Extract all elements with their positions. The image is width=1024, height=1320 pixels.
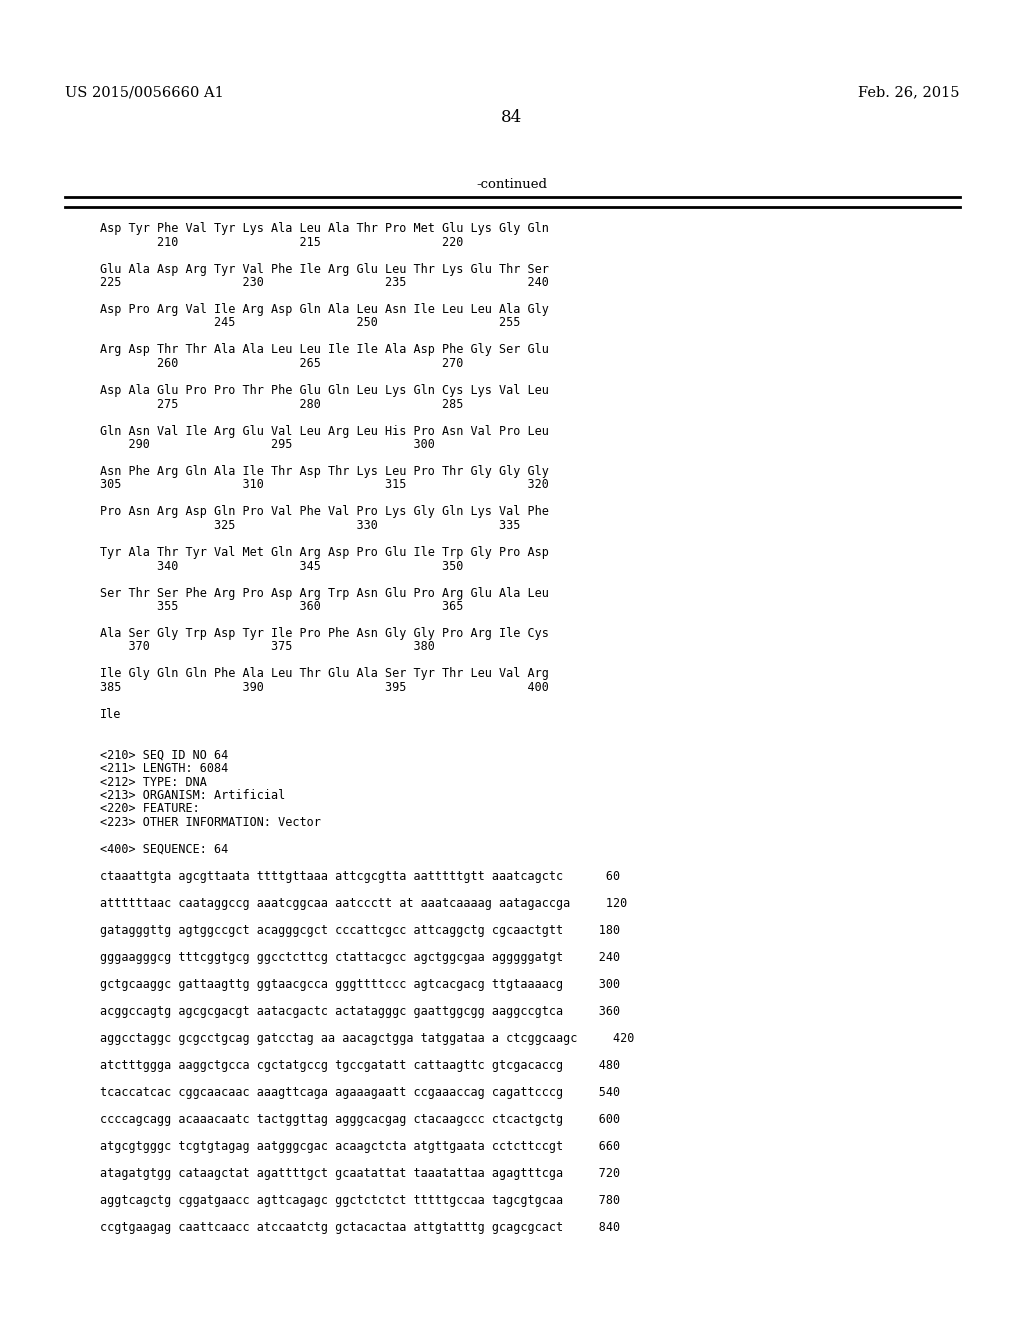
Text: ccccagcagg acaaacaatc tactggttag agggcacgag ctacaagccc ctcactgctg     600: ccccagcagg acaaacaatc tactggttag agggcac… [100,1113,621,1126]
Text: Feb. 26, 2015: Feb. 26, 2015 [858,84,961,99]
Text: Ile: Ile [100,708,122,721]
Text: ccgtgaagag caattcaacc atccaatctg gctacactaa attgtatttg gcagcgcact     840: ccgtgaagag caattcaacc atccaatctg gctacac… [100,1221,621,1234]
Text: <223> OTHER INFORMATION: Vector: <223> OTHER INFORMATION: Vector [100,816,321,829]
Text: 225                 230                 235                 240: 225 230 235 240 [100,276,549,289]
Text: Ser Thr Ser Phe Arg Pro Asp Arg Trp Asn Glu Pro Arg Glu Ala Leu: Ser Thr Ser Phe Arg Pro Asp Arg Trp Asn … [100,586,549,599]
Text: 385                 390                 395                 400: 385 390 395 400 [100,681,549,694]
Text: 355                 360                 365: 355 360 365 [100,601,464,612]
Text: atctttggga aaggctgcca cgctatgccg tgccgatatt cattaagttc gtcgacaccg     480: atctttggga aaggctgcca cgctatgccg tgccgat… [100,1059,621,1072]
Text: Asp Pro Arg Val Ile Arg Asp Gln Ala Leu Asn Ile Leu Leu Ala Gly: Asp Pro Arg Val Ile Arg Asp Gln Ala Leu … [100,304,549,315]
Text: <212> TYPE: DNA: <212> TYPE: DNA [100,776,207,788]
Text: gctgcaaggc gattaagttg ggtaacgcca gggttttccc agtcacgacg ttgtaaaacg     300: gctgcaaggc gattaagttg ggtaacgcca gggtttt… [100,978,621,991]
Text: Gln Asn Val Ile Arg Glu Val Leu Arg Leu His Pro Asn Val Pro Leu: Gln Asn Val Ile Arg Glu Val Leu Arg Leu … [100,425,549,437]
Text: Tyr Ala Thr Tyr Val Met Gln Arg Asp Pro Glu Ile Trp Gly Pro Asp: Tyr Ala Thr Tyr Val Met Gln Arg Asp Pro … [100,546,549,558]
Text: <213> ORGANISM: Artificial: <213> ORGANISM: Artificial [100,789,286,803]
Text: Glu Ala Asp Arg Tyr Val Phe Ile Arg Glu Leu Thr Lys Glu Thr Ser: Glu Ala Asp Arg Tyr Val Phe Ile Arg Glu … [100,263,549,276]
Text: 290                 295                 300: 290 295 300 [100,438,435,451]
Text: aggtcagctg cggatgaacc agttcagagc ggctctctct tttttgccaa tagcgtgcaa     780: aggtcagctg cggatgaacc agttcagagc ggctctc… [100,1195,621,1206]
Text: 325                 330                 335: 325 330 335 [100,519,520,532]
Text: atgcgtgggc tcgtgtagag aatgggcgac acaagctcta atgttgaata cctcttccgt     660: atgcgtgggc tcgtgtagag aatgggcgac acaagct… [100,1140,621,1152]
Text: attttttaac caataggccg aaatcggcaa aatccctt at aaatcaaaag aatagaccga     120: attttttaac caataggccg aaatcggcaa aatccct… [100,898,628,909]
Text: tcaccatcac cggcaacaac aaagttcaga agaaagaatt ccgaaaccag cagattcccg     540: tcaccatcac cggcaacaac aaagttcaga agaaaga… [100,1086,621,1100]
Text: 370                 375                 380: 370 375 380 [100,640,435,653]
Text: US 2015/0056660 A1: US 2015/0056660 A1 [65,84,224,99]
Text: atagatgtgg cataagctat agattttgct gcaatattat taaatattaa agagtttcga     720: atagatgtgg cataagctat agattttgct gcaatat… [100,1167,621,1180]
Text: 340                 345                 350: 340 345 350 [100,560,464,573]
Text: Ile Gly Gln Gln Phe Ala Leu Thr Glu Ala Ser Tyr Thr Leu Val Arg: Ile Gly Gln Gln Phe Ala Leu Thr Glu Ala … [100,668,549,681]
Text: Asp Tyr Phe Val Tyr Lys Ala Leu Ala Thr Pro Met Glu Lys Gly Gln: Asp Tyr Phe Val Tyr Lys Ala Leu Ala Thr … [100,222,549,235]
Text: Ala Ser Gly Trp Asp Tyr Ile Pro Phe Asn Gly Gly Pro Arg Ile Cys: Ala Ser Gly Trp Asp Tyr Ile Pro Phe Asn … [100,627,549,640]
Text: <220> FEATURE:: <220> FEATURE: [100,803,200,816]
Text: 210                 215                 220: 210 215 220 [100,235,464,248]
Text: gggaagggcg tttcggtgcg ggcctcttcg ctattacgcc agctggcgaa agggggatgt     240: gggaagggcg tttcggtgcg ggcctcttcg ctattac… [100,950,621,964]
Text: aggcctaggc gcgcctgcag gatcctag aa aacagctgga tatggataa a ctcggcaagc     420: aggcctaggc gcgcctgcag gatcctag aa aacagc… [100,1032,635,1045]
Text: acggccagtg agcgcgacgt aatacgactc actatagggc gaattggcgg aaggccgtca     360: acggccagtg agcgcgacgt aatacgactc actatag… [100,1005,621,1018]
Text: 275                 280                 285: 275 280 285 [100,397,464,411]
Text: 305                 310                 315                 320: 305 310 315 320 [100,479,549,491]
Text: <211> LENGTH: 6084: <211> LENGTH: 6084 [100,762,228,775]
Text: <210> SEQ ID NO 64: <210> SEQ ID NO 64 [100,748,228,762]
Text: <400> SEQUENCE: 64: <400> SEQUENCE: 64 [100,843,228,855]
Text: gatagggttg agtggccgct acagggcgct cccattcgcc attcaggctg cgcaactgtt     180: gatagggttg agtggccgct acagggcgct cccattc… [100,924,621,937]
Text: Asp Ala Glu Pro Pro Thr Phe Glu Gln Leu Lys Gln Cys Lys Val Leu: Asp Ala Glu Pro Pro Thr Phe Glu Gln Leu … [100,384,549,397]
Text: Asn Phe Arg Gln Ala Ile Thr Asp Thr Lys Leu Pro Thr Gly Gly Gly: Asn Phe Arg Gln Ala Ile Thr Asp Thr Lys … [100,465,549,478]
Text: Pro Asn Arg Asp Gln Pro Val Phe Val Pro Lys Gly Gln Lys Val Phe: Pro Asn Arg Asp Gln Pro Val Phe Val Pro … [100,506,549,519]
Text: Arg Asp Thr Thr Ala Ala Leu Leu Ile Ile Ala Asp Phe Gly Ser Glu: Arg Asp Thr Thr Ala Ala Leu Leu Ile Ile … [100,343,549,356]
Text: 84: 84 [502,110,522,127]
Text: 245                 250                 255: 245 250 255 [100,317,520,330]
Text: -continued: -continued [476,178,548,191]
Text: ctaaattgta agcgttaata ttttgttaaa attcgcgtta aatttttgtt aaatcagctc      60: ctaaattgta agcgttaata ttttgttaaa attcgcg… [100,870,621,883]
Text: 260                 265                 270: 260 265 270 [100,356,464,370]
